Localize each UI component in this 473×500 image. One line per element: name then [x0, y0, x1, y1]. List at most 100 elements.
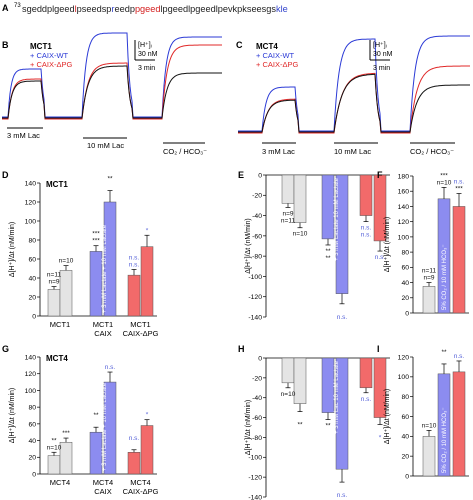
- panel-letter-h: H: [238, 344, 245, 354]
- panel-b-legend-dpg: + CAIX-ΔPG: [30, 60, 72, 69]
- panel-c-label-3mm: 3 mM Lac: [262, 147, 295, 156]
- bar: [321, 174, 335, 240]
- panel-b-trace-control: [2, 65, 222, 119]
- sequence-segment: eesgs: [251, 4, 276, 14]
- panel-c-traces: C MCT4 + CAIX-WT + CAIX-ΔPG [H⁺]ᵢ 30 nM …: [236, 35, 470, 156]
- y-tick-label: 20: [401, 454, 409, 461]
- y-tick-label: 60: [28, 256, 36, 263]
- panel-letter-c: C: [236, 40, 243, 50]
- bar: [293, 357, 307, 404]
- significance-label: ***: [92, 238, 100, 245]
- y-tick-label: 0: [258, 172, 262, 179]
- y-tick-label: -60: [252, 233, 262, 240]
- y-tick-label: 80: [28, 405, 36, 412]
- significance-label: **: [51, 437, 57, 444]
- panel-letter-e: E: [238, 170, 244, 180]
- bar: [59, 270, 73, 317]
- y-axis-label: Δ[H⁺]/Δt (nM/min): [245, 218, 252, 273]
- bar: [127, 274, 141, 317]
- panel-c-legend-dpg: + CAIX-ΔPG: [256, 60, 298, 69]
- y-tick-label: -100: [248, 274, 262, 281]
- chart-panel-d: D 0 20 40 60 80 100 120 140 Δ[H⁺]/Δt (nM/min) + 3 …: [2, 170, 159, 338]
- sequence-segment: pgeed: [135, 4, 161, 14]
- bar: [89, 431, 103, 475]
- significance-label: n=9: [423, 275, 434, 282]
- y-tick-label: 140: [25, 180, 37, 187]
- y-tick-label: 120: [398, 354, 410, 361]
- panel-letter-g: G: [2, 344, 9, 354]
- y-tick-label: -40: [252, 395, 262, 402]
- bar: [89, 251, 103, 317]
- y-tick-label: -20: [252, 193, 262, 200]
- y-tick-label: -60: [252, 415, 262, 422]
- group-label: CAIX: [94, 487, 112, 496]
- y-tick-label: 40: [401, 280, 409, 287]
- y-tick-label: 120: [25, 371, 37, 378]
- significance-label: n=10: [59, 258, 74, 265]
- bar: [59, 441, 73, 475]
- panel-letter-i: I: [377, 344, 380, 354]
- y-tick-label: 60: [401, 414, 409, 421]
- significance-label: **: [107, 176, 113, 183]
- panel-letter-b: B: [2, 40, 9, 50]
- panel-c-label-co2: CO₂ / HCO₃⁻: [410, 147, 454, 156]
- panel-b-label-3mm: 3 mM Lac: [7, 131, 40, 140]
- significance-label: n=10: [422, 422, 437, 429]
- bar: [140, 246, 154, 317]
- panel-c-trace-control: [238, 73, 470, 133]
- panel-c-legend-wt: + CAIX-WT: [256, 51, 295, 60]
- y-axis-label: Δ[H⁺]/Δt (nM/min): [9, 222, 16, 277]
- y-tick-label: 20: [28, 294, 36, 301]
- significance-label: ***: [440, 172, 448, 179]
- y-tick-label: 80: [401, 394, 409, 401]
- sequence-start-index: 73: [14, 3, 21, 9]
- panel-b-traces: B MCT1 + CAIX-WT + CAIX-ΔPG [H⁺]ᵢ 30 nM …: [2, 32, 222, 156]
- significance-label: n=9: [282, 210, 293, 217]
- significance-label: n=10: [437, 179, 452, 186]
- significance-label: ***: [92, 231, 100, 238]
- sequence-segment: l: [75, 4, 77, 14]
- in-bar-label: 5% CO₂ / 10 mM HCO₃⁻: [442, 244, 448, 310]
- significance-label: n=10: [293, 231, 308, 238]
- panel-c-cell-label: MCT4: [256, 42, 278, 51]
- y-tick-label: -140: [248, 494, 262, 500]
- significance-label: n=11: [281, 217, 296, 224]
- in-bar-label: + 3 mM Lactate 10 mM Lactate: [334, 177, 340, 261]
- significance-label: n.s.: [129, 435, 140, 442]
- bar: [127, 452, 141, 475]
- significance-label: n=10: [281, 391, 296, 398]
- sequence-segment: sgeddplgeed: [22, 4, 75, 14]
- significance-label: n.s.: [129, 254, 140, 261]
- bar: [422, 286, 436, 314]
- panel-c-trace-caix-dpg: [238, 65, 470, 134]
- bar: [47, 455, 61, 475]
- bar: [452, 371, 466, 477]
- significance-label: n.s.: [375, 254, 386, 261]
- in-bar-label: + 3 mM Lactate + 10 mM Lactate: [102, 224, 108, 313]
- significance-label: **: [297, 422, 303, 429]
- y-tick-label: -80: [252, 254, 262, 261]
- panel-b-trace-caix-dpg: [2, 44, 222, 120]
- y-tick-label: 60: [401, 265, 409, 272]
- group-label: CAIX-ΔPG: [123, 487, 159, 496]
- chart-title: MCT4: [46, 354, 68, 363]
- bar: [422, 436, 436, 477]
- group-label: CAIX-ΔPG: [123, 329, 159, 338]
- chart-panel-f: F 0 20 40 60 80 100 120 140 160 180 Δ[H⁺]/Δt (nM/mi…: [377, 170, 469, 317]
- significance-label: **: [93, 412, 99, 419]
- sequence-segment: r: [111, 4, 114, 14]
- group-label: CAIX: [94, 329, 112, 338]
- panel-c-scale-conc: [H⁺]ᵢ: [373, 42, 387, 49]
- sequence-segment: lpgeedlpgeed: [161, 4, 216, 14]
- significance-label: *: [146, 227, 149, 234]
- y-tick-label: -80: [252, 435, 262, 442]
- y-tick-label: 80: [28, 237, 36, 244]
- significance-label: n.s.: [361, 225, 372, 232]
- y-tick-label: -100: [248, 455, 262, 462]
- y-axis-label: Δ[H⁺]/Δt (nM/min): [245, 400, 252, 455]
- significance-label: n.s.: [454, 179, 465, 186]
- sequence-segment: lpevkpks: [216, 4, 252, 14]
- significance-label: n.s.: [454, 353, 465, 360]
- in-bar-label: + 3 mM Lac 10 mM Lactate: [334, 360, 340, 434]
- y-tick-label: 40: [401, 434, 409, 441]
